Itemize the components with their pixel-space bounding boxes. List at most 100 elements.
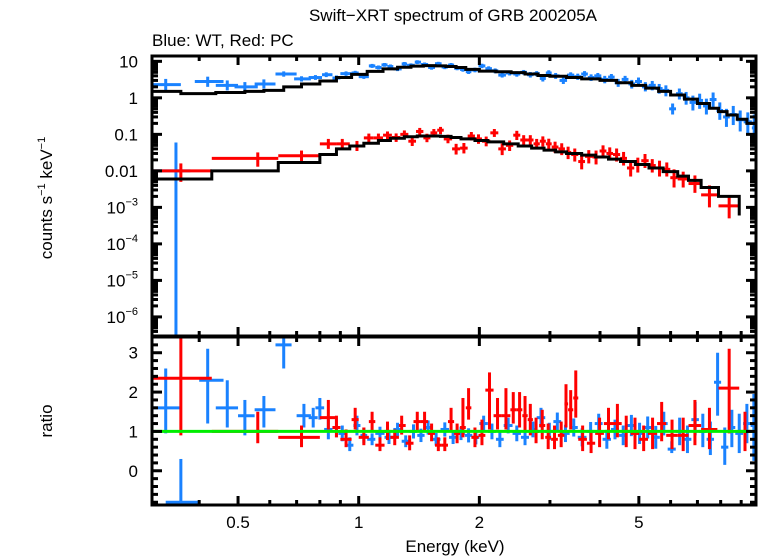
spectrum-point-wt [254, 79, 276, 89]
ratio-point-pc [501, 388, 511, 430]
ratio-point-pc [573, 370, 579, 418]
ratio-point-pc [368, 411, 376, 432]
spectrum-point-pc [278, 150, 320, 162]
spectrum-point-wt [414, 60, 421, 65]
ratio-point-wt [238, 399, 255, 436]
ratio-point-pc [557, 421, 565, 448]
ratio-point-pc [639, 425, 649, 452]
spectrum-point-pc [527, 135, 534, 146]
ratio-point-pc [485, 372, 494, 430]
tick-exponent: −4 [125, 233, 138, 245]
ratio-point-pc [405, 435, 414, 451]
y-tick-label: 1 [129, 422, 138, 441]
ratio-point-wt [296, 403, 311, 428]
ratio-point-pc [351, 407, 359, 430]
spectrum-point-wt [368, 63, 376, 68]
spectrum-panel-frame [150, 54, 758, 338]
ratio-point-wt [199, 348, 224, 424]
spectrum-point-wt [581, 71, 588, 77]
x-tick-label: 0.5 [226, 513, 250, 532]
spectrum-point-pc [336, 138, 350, 149]
y-tick-label: 10−4 [107, 233, 138, 254]
ratio-point-pc [603, 407, 614, 440]
ratio-point-wt [308, 407, 318, 428]
ratio-point-pc [152, 337, 212, 436]
spectrum-point-pc [452, 143, 461, 155]
ratio-point-pc [434, 437, 442, 452]
ratio-point-wt [714, 352, 722, 416]
spectrum-point-pc [505, 140, 514, 152]
y-tick-label: 10−6 [107, 306, 138, 327]
spectrum-point-wt [381, 63, 388, 67]
spectrum-point-wt [401, 61, 408, 66]
ratio-point-wt [367, 433, 376, 446]
spectrum-point-wt [294, 76, 311, 82]
spectrum-point-pc [383, 131, 392, 140]
label-part: keV [37, 149, 56, 184]
model-line-wt-model [152, 64, 758, 130]
spectrum-point-wt [215, 80, 239, 91]
spectrum-point-wt [709, 92, 717, 108]
spectrum-point-pc [460, 142, 468, 154]
spectrum-point-pc [677, 171, 689, 188]
spectrum-point-pc [520, 135, 528, 146]
x-tick-label: 1 [354, 513, 363, 532]
ratio-point-pc [630, 417, 640, 450]
ratio-point-pc [578, 425, 587, 452]
ratio-point-pc [657, 401, 667, 442]
ratio-point-pc [493, 397, 502, 430]
spectrum-point-pc [701, 185, 719, 208]
spectrum-point-pc [718, 196, 740, 219]
y-tick-label: 0 [129, 462, 138, 481]
tick-exponent: −6 [125, 306, 138, 318]
ratio-point-wt [721, 427, 729, 465]
y-tick-label: 3 [129, 344, 138, 363]
ratio-point-wt [735, 413, 744, 454]
spectrum-point-wt [194, 76, 224, 87]
ratio-point-pc [278, 425, 320, 448]
tick-exponent: −3 [125, 196, 138, 208]
superscript: −1 [36, 137, 48, 150]
spectrum-point-pc [578, 154, 586, 170]
label-part: counts s [37, 196, 56, 259]
spectrum-point-wt [559, 77, 568, 84]
ratio-point-wt [440, 422, 450, 437]
spectrum-point-pc [498, 143, 506, 156]
ratio-point-wt [254, 396, 276, 428]
ratio-point-pc [447, 407, 455, 432]
chart-title: Swift−XRT spectrum of GRB 200205A [309, 6, 598, 25]
ratio-point-pc [551, 425, 558, 450]
spectrum-point-wt [152, 78, 181, 91]
x-tick-label: 5 [634, 513, 643, 532]
chart-subtitle: Blue: WT, Red: PC [152, 31, 294, 50]
spectrum-point-pc [437, 126, 444, 135]
spectrum-point-pc [490, 129, 499, 137]
spectrum-point-wt [669, 103, 677, 115]
ratio-point-pc [688, 399, 702, 446]
y-tick-label: 10−5 [107, 269, 138, 290]
ratio-point-wt [495, 431, 504, 448]
spectrum-point-wt [478, 63, 486, 69]
model-line-pc-model [152, 134, 741, 216]
spectrum-point-wt [375, 65, 382, 70]
ratio-point-pc [413, 411, 421, 432]
ratio-point-pc [319, 399, 337, 430]
tick-base: 10 [107, 271, 126, 290]
spectrum-point-pc [513, 130, 521, 141]
spectrum-point-pc [688, 175, 702, 193]
ratio-point-pc [332, 415, 341, 438]
spectrum-point-pc [319, 138, 337, 149]
ratio-point-pc [568, 390, 574, 430]
x-tick-label: 2 [475, 513, 484, 532]
ratio-point-pc [666, 419, 678, 450]
spectrum-point-wt [498, 72, 506, 78]
spectrum-point-pc [416, 127, 424, 136]
tick-exponent: −5 [125, 269, 138, 281]
ratio-point-pc [510, 392, 517, 424]
superscript: −1 [36, 183, 48, 196]
spectrum-point-pc [211, 152, 279, 167]
ratio-point-pc [545, 423, 552, 450]
ratio-point-wt [275, 337, 292, 369]
x-axis-label: Energy (keV) [405, 537, 504, 556]
